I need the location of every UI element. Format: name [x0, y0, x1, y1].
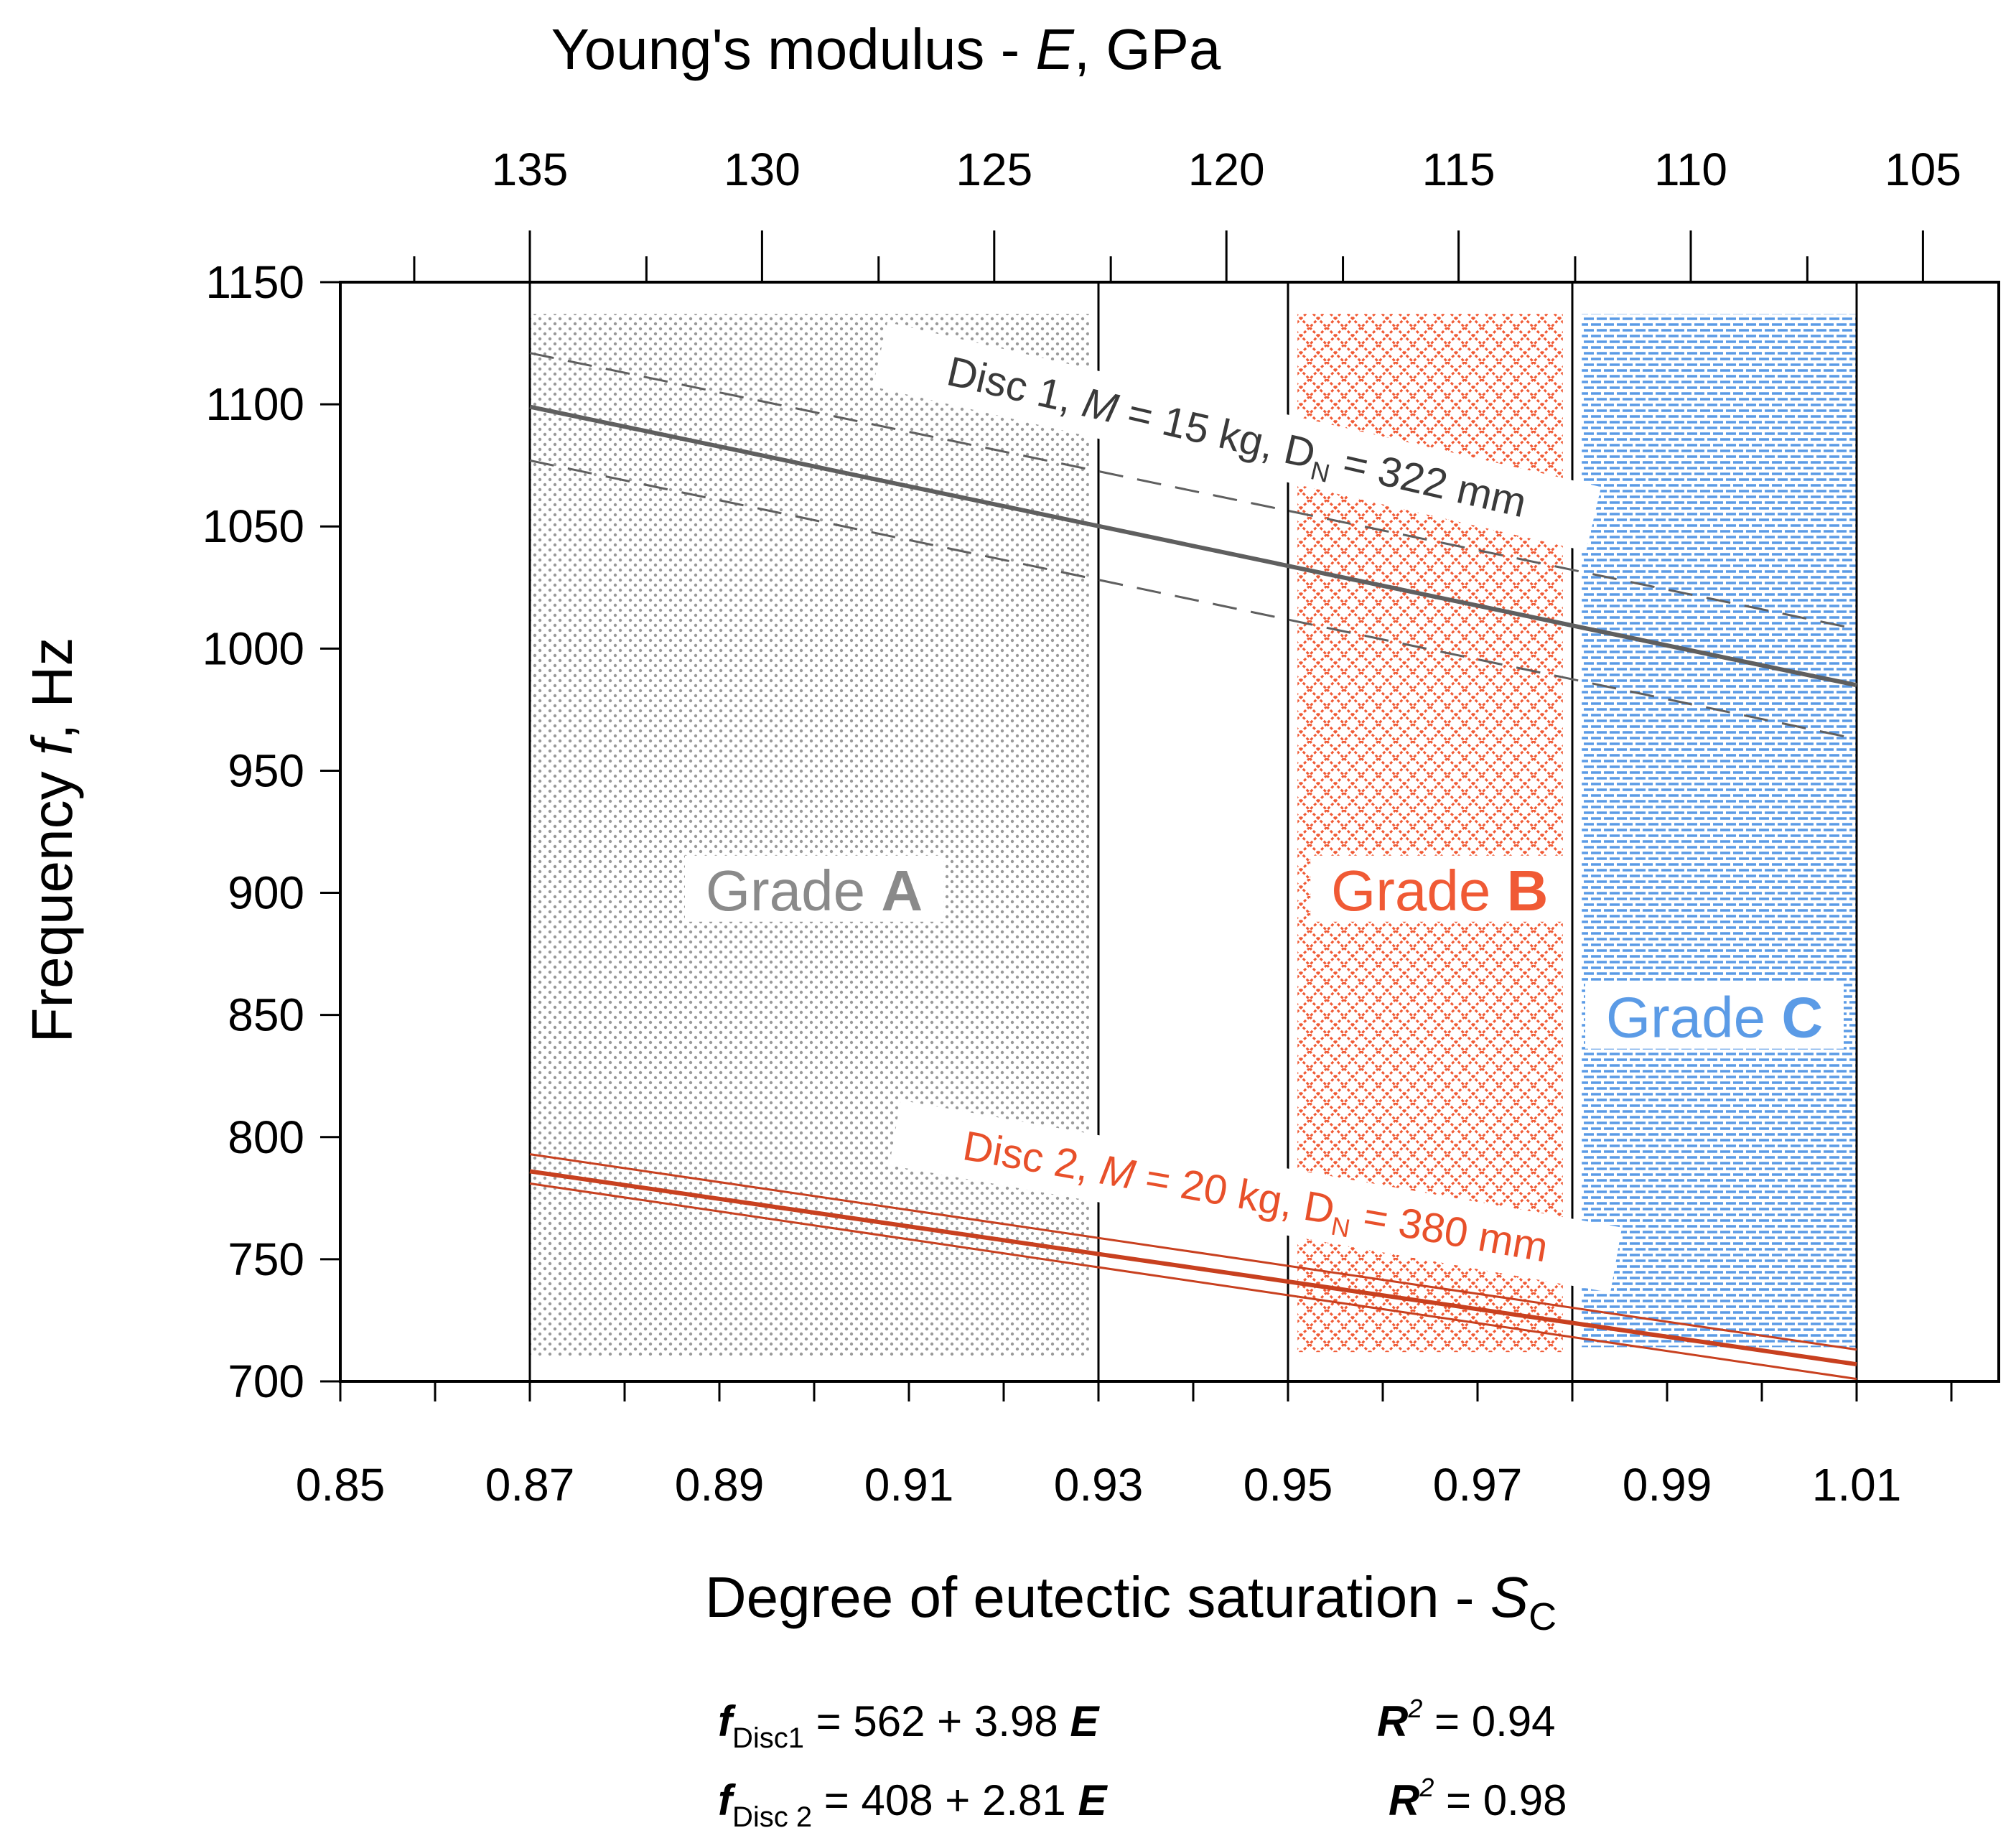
label-background: [872, 322, 1602, 551]
top-tick-label: 110: [1654, 144, 1727, 195]
x-tick-label: 0.87: [485, 1459, 575, 1511]
label-background: [889, 1100, 1623, 1293]
regression-equations: fDisc1 = 562 + 3.98 E R2 = 0.94 fDisc 2 …: [718, 1694, 1567, 1833]
y-tick-label: 1050: [202, 500, 304, 552]
x-tick-label: 1.01: [1812, 1459, 1902, 1511]
y-tick-label: 900: [228, 867, 304, 919]
y-tick-label: 950: [228, 745, 304, 796]
series-line-disc-2: [529, 1169, 1857, 1367]
grade-label-a: Grade A: [706, 859, 923, 923]
axes: 0.85 0.87 0.89 0.91 0.93 0.95 0.97 0.99 1.01 700 7…: [202, 144, 1961, 1511]
x-tick-label: 0.95: [1243, 1459, 1333, 1511]
top-axis-title: Young's modulus - E, GPa: [551, 17, 1221, 81]
y-tick-label: 1100: [205, 378, 304, 430]
x-tick-label: 0.91: [864, 1459, 954, 1511]
x-tick-label: 0.99: [1623, 1459, 1712, 1511]
grade-labels: Grade A Grade B Grade C: [685, 855, 1844, 1050]
confidence-band-line: [529, 1182, 1857, 1381]
top-tick-label: 130: [724, 144, 801, 195]
y-tick-label: 800: [228, 1111, 304, 1163]
equation-disc2: fDisc 2 = 408 + 2.81 E: [718, 1776, 1108, 1833]
confidence-band-line: [529, 459, 1857, 740]
series-line-disc-1: [529, 404, 1857, 688]
x-axis-title: Degree of eutectic saturation - SC: [705, 1565, 1557, 1638]
grade-label-background: [1585, 982, 1844, 1049]
y-tick-label: 850: [228, 989, 304, 1041]
x-tick-label: 0.89: [675, 1459, 765, 1511]
top-tick-label: 115: [1422, 144, 1495, 195]
plot-frame: [339, 281, 2000, 1383]
y-tick-label: 1150: [205, 256, 304, 308]
r2-disc1: R2 = 0.94: [1377, 1694, 1556, 1745]
r2-disc2: R2 = 0.98: [1389, 1773, 1567, 1824]
confidence-band-line: [529, 1153, 1857, 1351]
top-tick-label: 105: [1885, 144, 1961, 195]
x-tick-label: 0.93: [1054, 1459, 1144, 1511]
disc1-label: Disc 1, M = 15 kg, DN = 322 mm: [872, 322, 1602, 551]
grade-label-c: Grade C: [1606, 986, 1823, 1050]
region-grade-c: [1582, 314, 1857, 1348]
series-lines: [529, 352, 1857, 1381]
y-tick-label: 750: [228, 1233, 304, 1285]
y-axis-title: Frequency f, Hz: [20, 638, 84, 1043]
x-tick-label: 0.85: [296, 1459, 386, 1511]
region-grade-a: [530, 314, 1089, 1357]
y-tick-label: 700: [228, 1356, 304, 1407]
grade-label-background: [685, 855, 943, 922]
x-tick-label: 0.97: [1433, 1459, 1523, 1511]
top-tick-label: 125: [956, 144, 1032, 195]
confidence-band-line: [529, 352, 1857, 630]
grade-label-b: Grade B: [1331, 859, 1548, 923]
y-tick-label: 1000: [202, 622, 304, 674]
top-tick-label: 120: [1188, 144, 1265, 195]
grade-label-background: [1310, 855, 1569, 922]
equation-disc1: fDisc1 = 562 + 3.98 E: [718, 1697, 1100, 1754]
top-tick-label: 135: [492, 144, 569, 195]
